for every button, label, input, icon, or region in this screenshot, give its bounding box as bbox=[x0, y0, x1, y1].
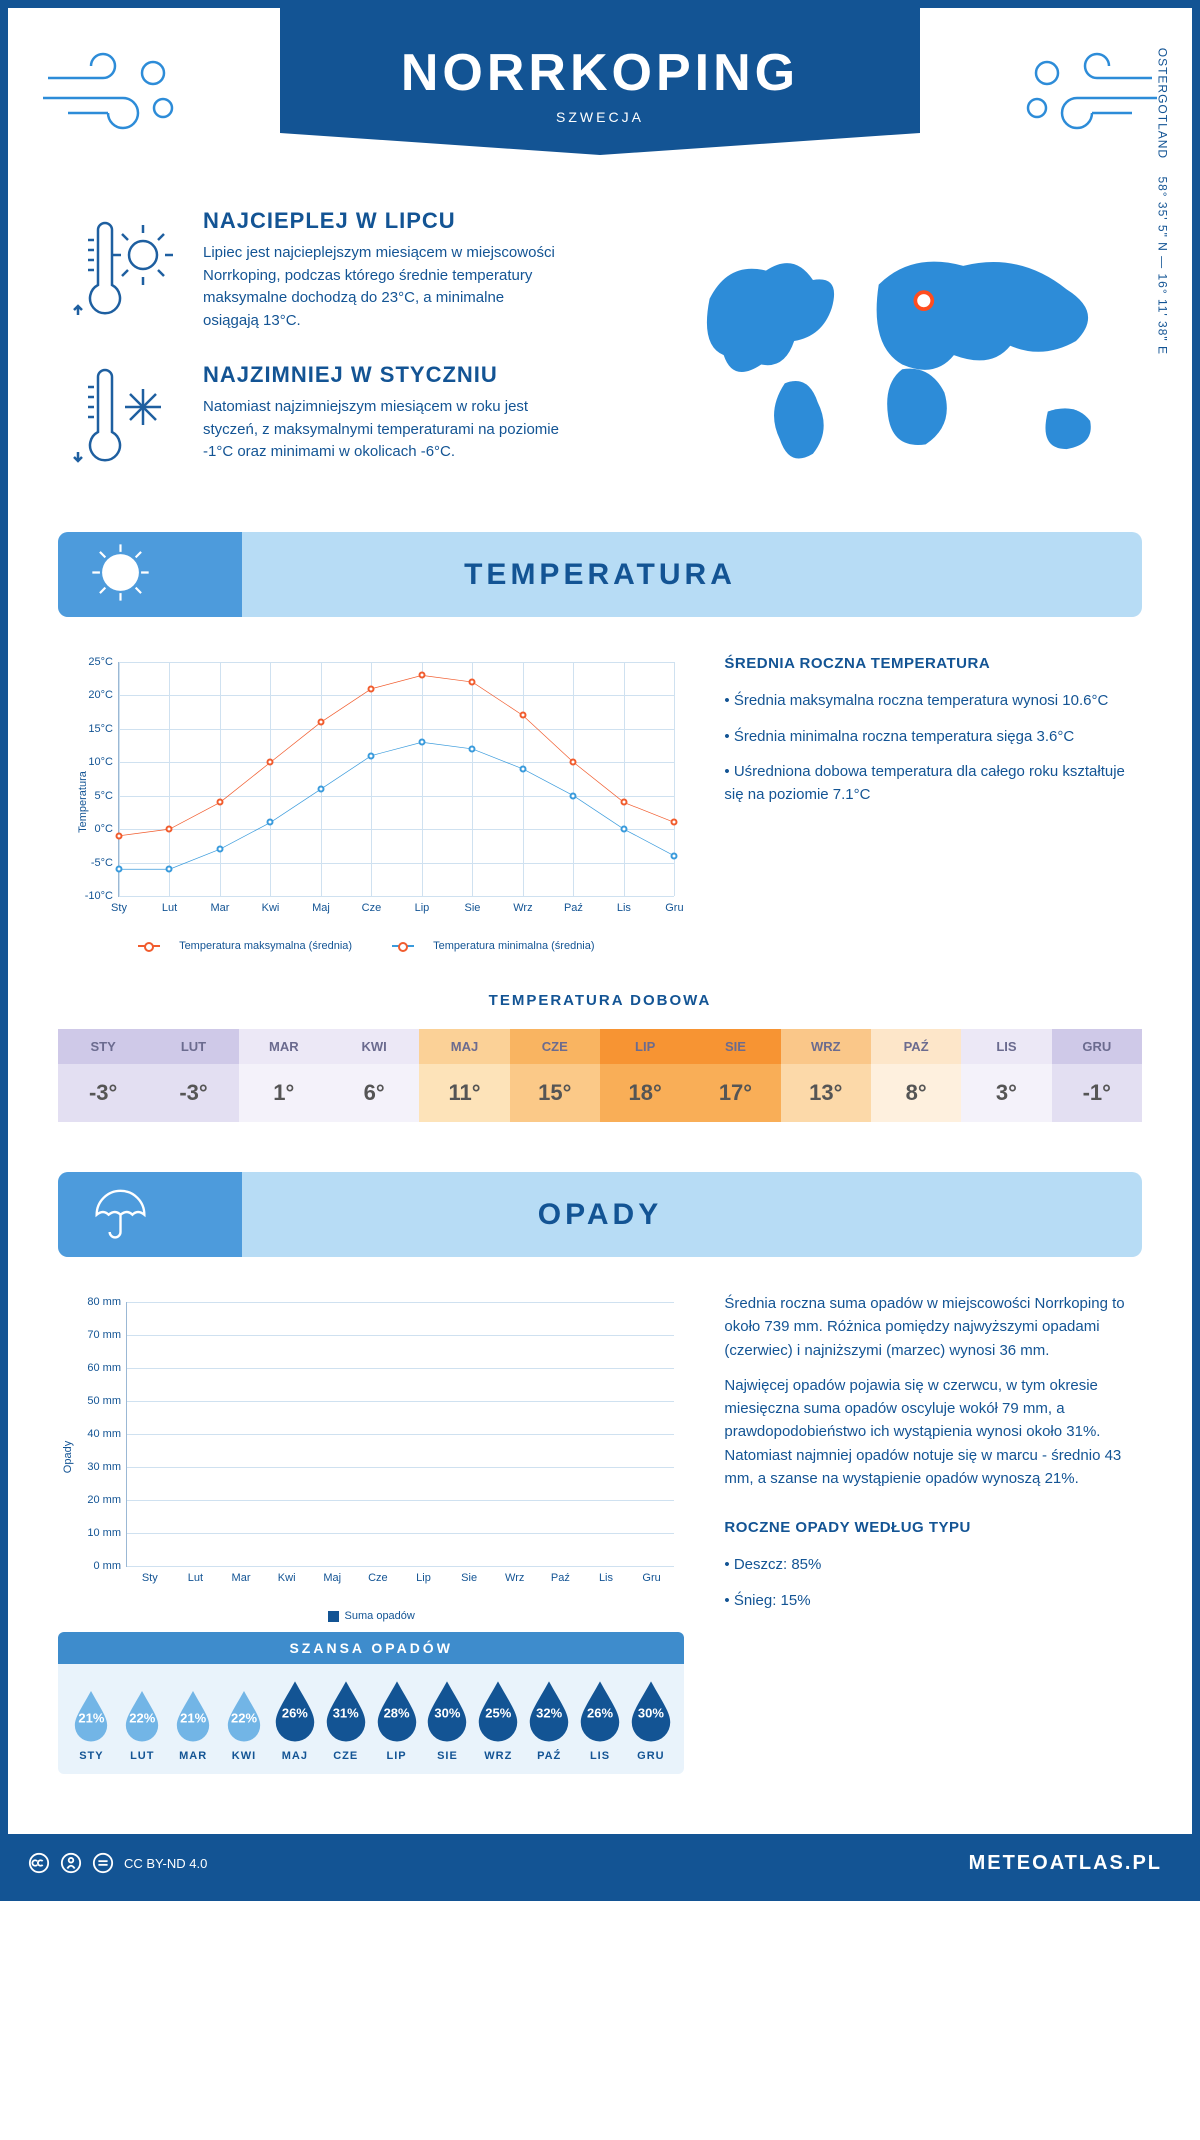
fact-title: NAJCIEPLEJ W LIPCU bbox=[203, 208, 563, 234]
y-axis-label: Opady bbox=[62, 1441, 74, 1473]
daily-temp-title: TEMPERATURA DOBOWA bbox=[8, 992, 1192, 1009]
wind-icon bbox=[38, 43, 188, 148]
temp-cell: PAŹ8° bbox=[871, 1029, 961, 1122]
temp-cell: LUT-3° bbox=[148, 1029, 238, 1122]
side-heading: ROCZNE OPADY WEDŁUG TYPU bbox=[724, 1516, 1142, 1539]
temp-cell: LIS3° bbox=[961, 1029, 1051, 1122]
temperature-line-chart: Temperatura -10°C-5°C0°C5°C10°C15°C20°C2… bbox=[58, 652, 684, 952]
title-ribbon: NORRKOPING SZWECJA bbox=[280, 8, 920, 155]
precip-chance-row: SZANSA OPADÓW 21%STY 22%LUT 21%MAR 22%KW… bbox=[58, 1632, 684, 1774]
thermometer-sun-icon bbox=[58, 208, 178, 332]
drop-item: 31%CZE bbox=[320, 1679, 371, 1762]
drop-item: 21%STY bbox=[66, 1689, 117, 1762]
side-bullet: Średnia maksymalna roczna temperatura wy… bbox=[724, 689, 1142, 712]
section-temperature-banner: TEMPERATURA bbox=[58, 532, 1142, 617]
temp-cell: GRU-1° bbox=[1052, 1029, 1142, 1122]
temp-cell: WRZ13° bbox=[781, 1029, 871, 1122]
side-heading: ŚREDNIA ROCZNA TEMPERATURA bbox=[724, 652, 1142, 675]
drop-item: 26%MAJ bbox=[270, 1679, 321, 1762]
coordinates: OSTERGOTLAND 58° 35' 5" N — 16° 11' 38" … bbox=[1155, 48, 1169, 355]
drop-item: 22%LUT bbox=[117, 1689, 168, 1762]
world-map: OSTERGOTLAND 58° 35' 5" N — 16° 11' 38" … bbox=[672, 208, 1142, 502]
side-bullet: Śnieg: 15% bbox=[724, 1589, 1142, 1612]
precip-para: Średnia roczna suma opadów w miejscowośc… bbox=[724, 1292, 1142, 1362]
fact-body: Natomiast najzimniejszym miesiącem w rok… bbox=[203, 396, 563, 464]
side-bullet: Deszcz: 85% bbox=[724, 1553, 1142, 1576]
temp-cell: LIP18° bbox=[600, 1029, 690, 1122]
fact-title: NAJZIMNIEJ W STYCZNIU bbox=[203, 362, 563, 388]
city-name: NORRKOPING bbox=[280, 43, 920, 103]
section-precip-banner: OPADY bbox=[58, 1172, 1142, 1257]
temp-cell: CZE15° bbox=[510, 1029, 600, 1122]
thermometer-snow-icon bbox=[58, 362, 178, 472]
page-footer: CC BY-ND 4.0 METEOATLAS.PL bbox=[8, 1834, 1192, 1893]
drop-item: 30%GRU bbox=[626, 1679, 677, 1762]
sun-icon bbox=[88, 540, 153, 610]
section-title: OPADY bbox=[538, 1198, 662, 1232]
temp-cell: MAJ11° bbox=[419, 1029, 509, 1122]
fact-warmest: NAJCIEPLEJ W LIPCU Lipiec jest najcieple… bbox=[58, 208, 632, 332]
temp-cell: MAR1° bbox=[239, 1029, 329, 1122]
side-bullet: Uśredniona dobowa temperatura dla całego… bbox=[724, 760, 1142, 807]
temp-cell: KWI6° bbox=[329, 1029, 419, 1122]
country-name: SZWECJA bbox=[280, 109, 920, 125]
brand: METEOATLAS.PL bbox=[969, 1852, 1162, 1875]
section-title: TEMPERATURA bbox=[464, 558, 736, 592]
page-header: NORRKOPING SZWECJA bbox=[8, 8, 1192, 198]
drop-item: 28%LIP bbox=[371, 1679, 422, 1762]
side-bullet: Średnia minimalna roczna temperatura się… bbox=[724, 725, 1142, 748]
drop-item: 32%PAŹ bbox=[524, 1679, 575, 1762]
drop-item: 25%WRZ bbox=[473, 1679, 524, 1762]
y-axis-label: Temperatura bbox=[77, 771, 89, 833]
temp-cell: STY-3° bbox=[58, 1029, 148, 1122]
temp-cell: SIE17° bbox=[690, 1029, 780, 1122]
umbrella-icon bbox=[88, 1180, 153, 1250]
precip-bar-chart: Opady 0 mm10 mm20 mm30 mm40 mm50 mm60 mm… bbox=[58, 1292, 684, 1622]
drop-item: 30%SIE bbox=[422, 1679, 473, 1762]
daily-temp-table: STY-3°LUT-3°MAR1°KWI6°MAJ11°CZE15°LIP18°… bbox=[58, 1029, 1142, 1122]
drop-item: 22%KWI bbox=[219, 1689, 270, 1762]
fact-body: Lipiec jest najcieplejszym miesiącem w m… bbox=[203, 242, 563, 332]
license: CC BY-ND 4.0 bbox=[28, 1852, 207, 1874]
precip-para: Najwięcej opadów pojawia się w czerwcu, … bbox=[724, 1374, 1142, 1490]
fact-coldest: NAJZIMNIEJ W STYCZNIU Natomiast najzimni… bbox=[58, 362, 632, 472]
drop-item: 21%MAR bbox=[168, 1689, 219, 1762]
wind-icon bbox=[1012, 43, 1162, 148]
drop-item: 26%LIS bbox=[575, 1679, 626, 1762]
